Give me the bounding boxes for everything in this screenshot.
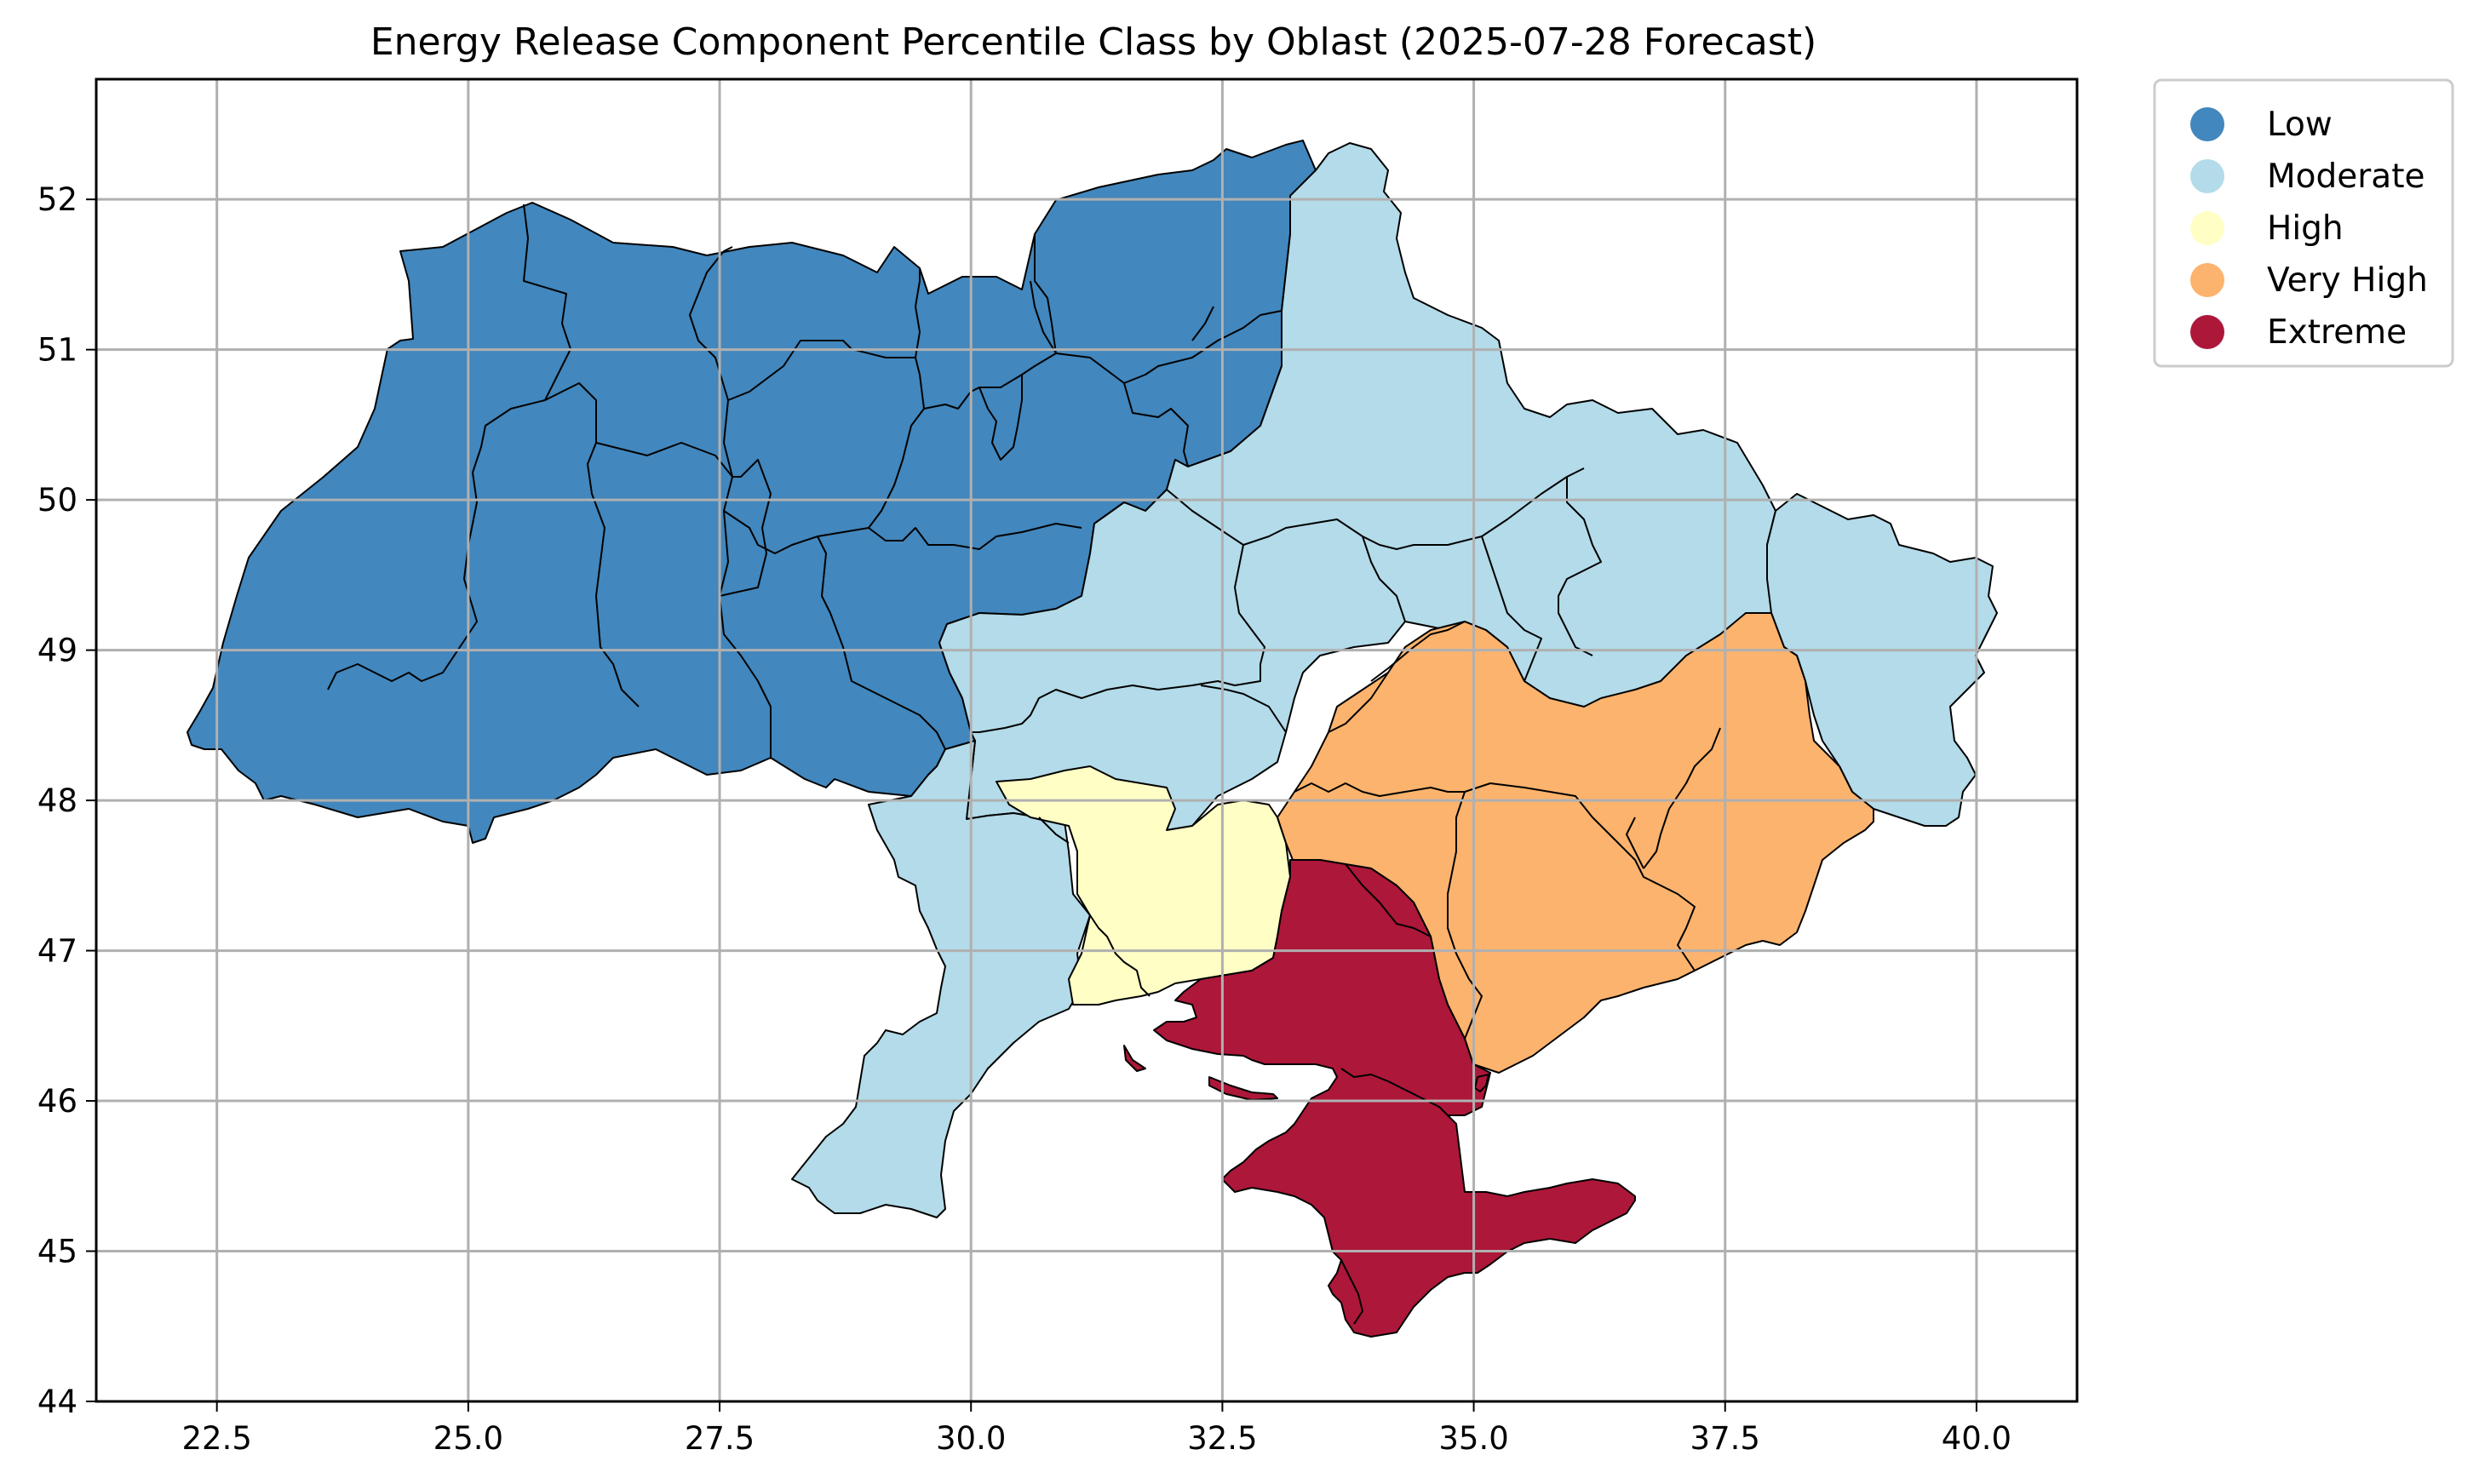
- legend-item-extreme: Extreme: [2190, 313, 2407, 352]
- y-tick-label: 48: [37, 782, 77, 819]
- legend: Low Moderate High Very High Extreme: [2153, 78, 2454, 368]
- legend-label: Moderate: [2267, 158, 2424, 196]
- legend-label: Very High: [2267, 261, 2428, 300]
- axes-frame: [95, 77, 2079, 1403]
- chart-title: Energy Release Component Percentile Clas…: [370, 20, 1816, 64]
- region-moderate-odesa: [791, 740, 1091, 1218]
- spit-kinburn: [1123, 1045, 1146, 1072]
- x-tick-label: 27.5: [685, 1420, 755, 1457]
- legend-item-moderate: Moderate: [2190, 158, 2424, 196]
- y-tick-label: 46: [37, 1083, 77, 1120]
- x-tick-label: 30.0: [936, 1420, 1006, 1457]
- legend-swatch: [2190, 107, 2224, 141]
- x-axis-ticks: 22.5 25.0 27.5 30.0 32.5 35.0 37.5 40.0: [181, 1401, 2011, 1457]
- x-tick-label: 32.5: [1187, 1420, 1257, 1457]
- internal-borders: [327, 203, 1721, 1325]
- legend-item-low: Low: [2190, 106, 2333, 144]
- region-extreme-kherson-crimea: [1153, 859, 1636, 1338]
- legend-label: Low: [2267, 106, 2333, 144]
- y-tick-label: 49: [37, 633, 77, 669]
- x-tick-label: 25.0: [433, 1420, 503, 1457]
- y-axis-ticks: 44 45 46 47 48 49 50 51 52: [37, 181, 96, 1420]
- legend-label: Extreme: [2267, 313, 2407, 352]
- legend-swatch: [2190, 263, 2224, 297]
- x-tick-label: 35.0: [1438, 1420, 1508, 1457]
- x-tick-label: 40.0: [1942, 1420, 2011, 1457]
- y-tick-label: 51: [37, 332, 77, 369]
- y-tick-label: 44: [37, 1384, 77, 1420]
- legend-label: High: [2267, 209, 2344, 248]
- y-tick-label: 50: [37, 482, 77, 519]
- legend-swatch: [2190, 211, 2224, 245]
- x-tick-label: 37.5: [1690, 1420, 1760, 1457]
- legend-frame: [2153, 78, 2454, 368]
- legend-swatch: [2190, 159, 2224, 193]
- legend-item-high: High: [2190, 209, 2344, 248]
- x-tick-label: 22.5: [181, 1420, 251, 1457]
- legend-item-very-high: Very High: [2190, 261, 2428, 300]
- legend-swatch: [2190, 315, 2224, 349]
- spit-arabat: [1474, 1074, 1489, 1092]
- spit-tendra: [1208, 1076, 1278, 1101]
- y-tick-label: 52: [37, 181, 77, 218]
- y-tick-label: 47: [37, 933, 77, 970]
- y-tick-label: 45: [37, 1234, 77, 1270]
